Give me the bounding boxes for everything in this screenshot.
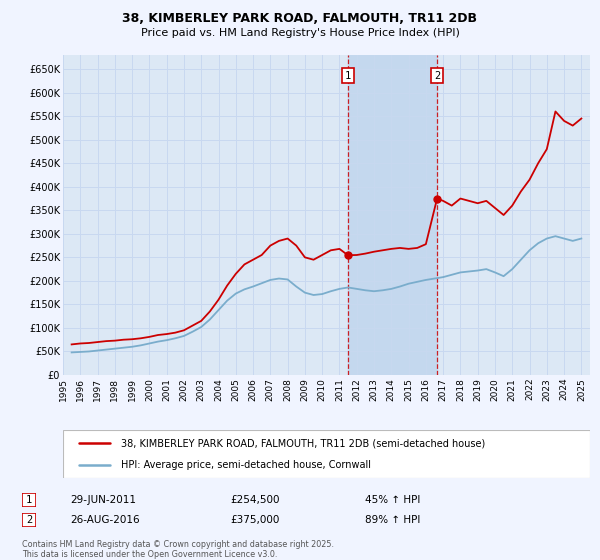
Text: 2: 2: [26, 515, 32, 525]
Text: 38, KIMBERLEY PARK ROAD, FALMOUTH, TR11 2DB: 38, KIMBERLEY PARK ROAD, FALMOUTH, TR11 …: [122, 12, 478, 25]
Text: 89% ↑ HPI: 89% ↑ HPI: [365, 515, 421, 525]
FancyBboxPatch shape: [22, 493, 36, 507]
Text: Price paid vs. HM Land Registry's House Price Index (HPI): Price paid vs. HM Land Registry's House …: [140, 28, 460, 38]
Text: 1: 1: [26, 495, 32, 505]
FancyBboxPatch shape: [63, 430, 590, 478]
Text: 45% ↑ HPI: 45% ↑ HPI: [365, 495, 421, 505]
Text: HPI: Average price, semi-detached house, Cornwall: HPI: Average price, semi-detached house,…: [121, 460, 371, 469]
Text: £254,500: £254,500: [230, 495, 280, 505]
Text: 38, KIMBERLEY PARK ROAD, FALMOUTH, TR11 2DB (semi-detached house): 38, KIMBERLEY PARK ROAD, FALMOUTH, TR11 …: [121, 438, 485, 449]
FancyBboxPatch shape: [22, 514, 36, 527]
Bar: [348, 55, 437, 375]
Text: £375,000: £375,000: [230, 515, 280, 525]
Text: 29-JUN-2011: 29-JUN-2011: [70, 495, 136, 505]
Text: 26-AUG-2016: 26-AUG-2016: [70, 515, 140, 525]
Text: 1: 1: [345, 71, 351, 81]
Text: 2: 2: [434, 71, 440, 81]
Text: Contains HM Land Registry data © Crown copyright and database right 2025.
This d: Contains HM Land Registry data © Crown c…: [22, 540, 334, 559]
